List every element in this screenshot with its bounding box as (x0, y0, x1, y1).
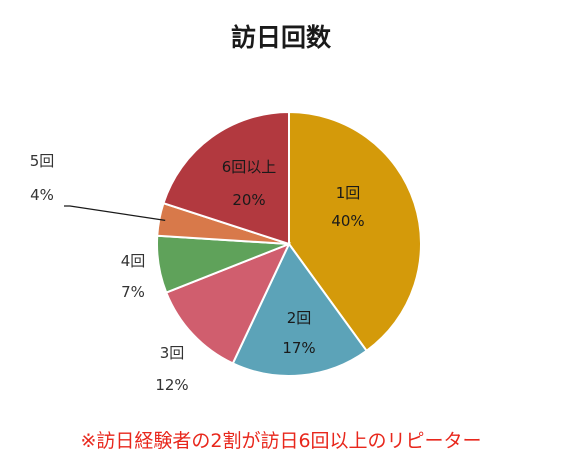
slice-6 (162, 110, 290, 246)
slice-5-value-label: 4% (30, 186, 54, 204)
slice-6-value-label: 20% (232, 191, 265, 209)
slice-1 (288, 110, 422, 353)
slice-6-label: 6回以上 (222, 158, 277, 176)
slice-4-label: 4回 (121, 252, 146, 270)
slice-3 (164, 242, 291, 365)
slice-4-value-label: 7% (121, 283, 145, 301)
slice-5-label: 5回 (30, 152, 55, 170)
slice-labels: 1回 40% 2回 17% 3回 12% 4回 7% 5回 4% 6回以上 20% (30, 152, 365, 394)
slice-2 (231, 242, 368, 377)
slice-3-value-label: 12% (155, 376, 188, 394)
slice-1-label: 1回 (336, 184, 361, 202)
slice-2-value-label: 17% (282, 339, 315, 357)
slice-1-value-label: 40% (331, 212, 364, 230)
slice-3-label: 3回 (160, 344, 185, 362)
leader-lines (64, 205, 166, 222)
slice-5-leader-line (64, 205, 166, 222)
chart-title: 訪日回数 (230, 23, 331, 52)
footnote: ※訪日経験者の2割が訪日6回以上のリピーター (80, 430, 482, 452)
slice-2-label: 2回 (287, 309, 312, 327)
pie-slices (156, 110, 422, 377)
